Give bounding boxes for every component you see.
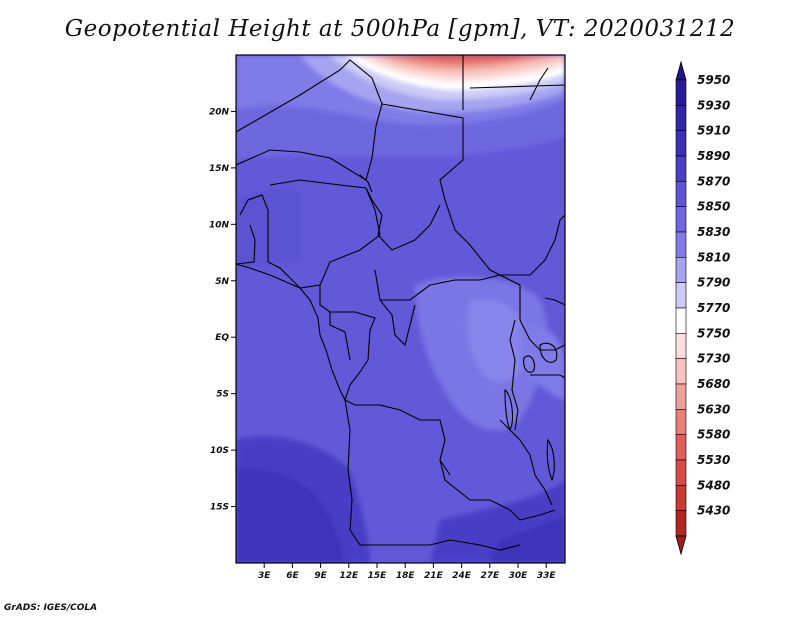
lon-tick-label: 24E (452, 571, 472, 581)
lat-tick-label: 5N (215, 277, 229, 287)
lat-tick-label: 5S (216, 390, 229, 400)
colorbar-swatch (675, 409, 687, 435)
colorbar-top-arrow (675, 60, 687, 81)
colorbar-bottom-arrow (675, 535, 687, 556)
colorbar-swatch (675, 257, 687, 283)
lon-tick-label: 27E (480, 571, 500, 581)
colorbar-label: 5850 (697, 200, 730, 214)
colorbar-swatch (675, 307, 687, 334)
lon-tick-label: 6E (286, 571, 299, 581)
colorbar-label: 5910 (697, 124, 730, 138)
colorbar-swatch (675, 130, 687, 157)
longitude-axis: 3E 6E 9E 12E 15E 18E 21E 24E 27E 30E 33E (258, 563, 556, 581)
colorbar-label: 5790 (697, 276, 730, 290)
colorbar-swatch (675, 485, 687, 511)
lon-tick-label: 12E (339, 571, 359, 581)
lon-tick-label: 33E (537, 571, 557, 581)
colorbar-swatch (675, 333, 687, 359)
grads-credit: GrADS: IGES/COLA (4, 603, 98, 613)
lon-tick-label: 21E (424, 571, 444, 581)
colorbar-label: 5750 (697, 326, 730, 340)
lon-tick-label: 15E (368, 571, 388, 581)
lat-tick-label: 15N (209, 164, 230, 174)
colorbar: 5950 5930 5910 5890 5870 5850 5830 5810 5790 5770… (675, 60, 730, 556)
colorbar-label: 5830 (697, 225, 730, 239)
colorbar-swatch (675, 105, 687, 131)
lat-tick-label: 15S (210, 503, 229, 513)
colorbar-swatch (675, 434, 687, 461)
colorbar-swatch (675, 181, 687, 207)
colorbar-label: 5680 (697, 377, 730, 391)
lat-tick-label: 10S (210, 446, 229, 456)
colorbar-label: 5930 (697, 98, 730, 112)
lat-tick-label: 20N (209, 107, 230, 117)
lon-tick-label: 18E (396, 571, 416, 581)
colorbar-swatch (675, 383, 687, 410)
lat-tick-label: EQ (215, 333, 229, 343)
colorbar-label: 5480 (697, 478, 730, 492)
colorbar-label: 5630 (697, 402, 730, 416)
colorbar-label: 5430 (697, 504, 730, 518)
colorbar-label: 5890 (697, 149, 730, 163)
colorbar-swatch (675, 206, 687, 233)
lon-tick-label: 30E (509, 571, 529, 581)
colorbar-label: 5730 (697, 352, 730, 366)
colorbar-swatch (675, 459, 687, 486)
map-frame (235, 54, 566, 564)
lat-tick-label: 10N (209, 220, 230, 230)
colorbar-swatch (675, 282, 687, 309)
colorbar-label: 5770 (697, 301, 730, 315)
colorbar-swatch (675, 510, 687, 537)
colorbar-label: 5530 (697, 453, 730, 467)
height-field (236, 55, 565, 563)
country-borders (236, 55, 565, 551)
colorbar-label: 5580 (697, 428, 730, 442)
colorbar-swatch (675, 79, 687, 106)
page-title: Geopotential Height at 500hPa [gpm], VT:… (64, 16, 736, 42)
lon-tick-label: 9E (314, 571, 327, 581)
colorbar-label: 5810 (697, 250, 730, 264)
colorbar-label: 5870 (697, 174, 730, 188)
colorbar-label: 5950 (697, 73, 730, 87)
colorbar-swatch (675, 358, 687, 385)
latitude-axis: 20N 15N 10N 5N EQ 5S 10S 15S (209, 107, 236, 513)
colorbar-swatch (675, 231, 687, 258)
colorbar-swatch (675, 155, 687, 182)
lon-tick-label: 3E (258, 571, 271, 581)
